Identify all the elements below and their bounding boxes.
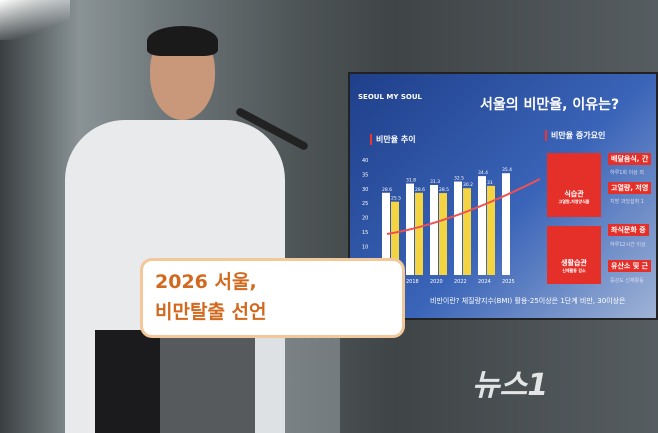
slide-title: 서울의 비만율, 이유는?	[480, 97, 620, 113]
podium-sign: 2026 서울, 비만탈출 선언	[140, 258, 405, 338]
factor-sub: 하루12시간 이상	[610, 242, 646, 248]
factor-sub: 중강도 신체활동	[610, 278, 644, 284]
x-tick-label: 2018	[406, 279, 419, 285]
y-tick-label: 25	[362, 201, 368, 207]
x-tick-label: 2020	[430, 279, 443, 285]
factor-tag: 배달음식, 간	[608, 153, 652, 165]
y-tick-label: 15	[362, 230, 368, 236]
data-label: 28.6	[415, 187, 425, 193]
bar	[415, 192, 423, 275]
data-label: 28.5	[439, 187, 449, 193]
factor-sub: 지방 과잉섭취 1	[610, 199, 644, 205]
footnote: 비만이란? 체질량지수(BMI) 활용-25이상은 1단계 비만, 30이상은	[430, 297, 626, 305]
factor-tag: 고열량, 저영	[608, 182, 652, 194]
y-tick-label: 40	[362, 158, 368, 164]
factor-card-label: 식습관	[564, 190, 584, 198]
bar	[502, 173, 510, 275]
y-tick-label: 35	[362, 172, 368, 178]
x-tick-label: 2024	[478, 279, 491, 285]
factor-card-badge: 신체활동 감소	[562, 268, 586, 273]
data-label: 25.5	[391, 196, 401, 202]
factor-sub: 하루1회 이상 외	[610, 170, 644, 176]
bar	[454, 181, 462, 275]
bar	[391, 201, 399, 275]
factor-card-diet: 식습관 고열량,저영양식품	[547, 153, 601, 217]
data-label: 34.4	[478, 170, 488, 176]
data-label: 35.4	[502, 167, 512, 173]
y-tick-label: 10	[362, 244, 368, 250]
bar	[463, 188, 471, 275]
chart-title: 비만율 추이	[370, 134, 416, 145]
hair	[147, 26, 218, 56]
bar	[487, 185, 495, 275]
bar	[478, 176, 486, 275]
y-tick-label: 30	[362, 187, 368, 193]
data-label: 31.8	[406, 178, 416, 184]
factor-tag: 좌식문화 증	[608, 224, 649, 236]
bar-chart: 1015202530354028.625.531.828.6201831.328…	[362, 158, 541, 285]
factor-card-label: 생활습관	[561, 259, 587, 267]
data-label: 32.5	[454, 176, 464, 182]
podium	[160, 335, 340, 433]
data-label: 28.6	[382, 187, 392, 193]
bar	[430, 185, 438, 275]
sign-line2: 비만탈출 선언	[155, 301, 267, 323]
factors-title: 비만율 증가요인	[545, 130, 605, 141]
bar	[439, 193, 447, 275]
bar	[382, 192, 390, 275]
data-label: 31.3	[430, 179, 440, 185]
y-tick-label: 20	[362, 216, 368, 222]
speaker	[65, 26, 285, 433]
sign-line1: 2026 서울,	[155, 271, 257, 293]
x-tick-label: 2022	[454, 279, 467, 285]
data-label: 31	[487, 180, 493, 186]
trend-arrow	[386, 178, 541, 235]
factor-card-lifestyle: 생활습관 신체활동 감소	[547, 226, 601, 284]
factor-tag: 유산소 및 근	[608, 260, 652, 272]
x-tick-label: 2025	[502, 279, 515, 285]
brand-text: SEOUL MY SOUL	[358, 93, 422, 101]
pants	[95, 330, 255, 433]
ceiling-light	[0, 0, 70, 40]
news1-watermark: 뉴스1	[472, 368, 549, 403]
factor-card-badge: 고열량,저영양식품	[558, 199, 590, 204]
data-label: 30.2	[463, 182, 473, 188]
